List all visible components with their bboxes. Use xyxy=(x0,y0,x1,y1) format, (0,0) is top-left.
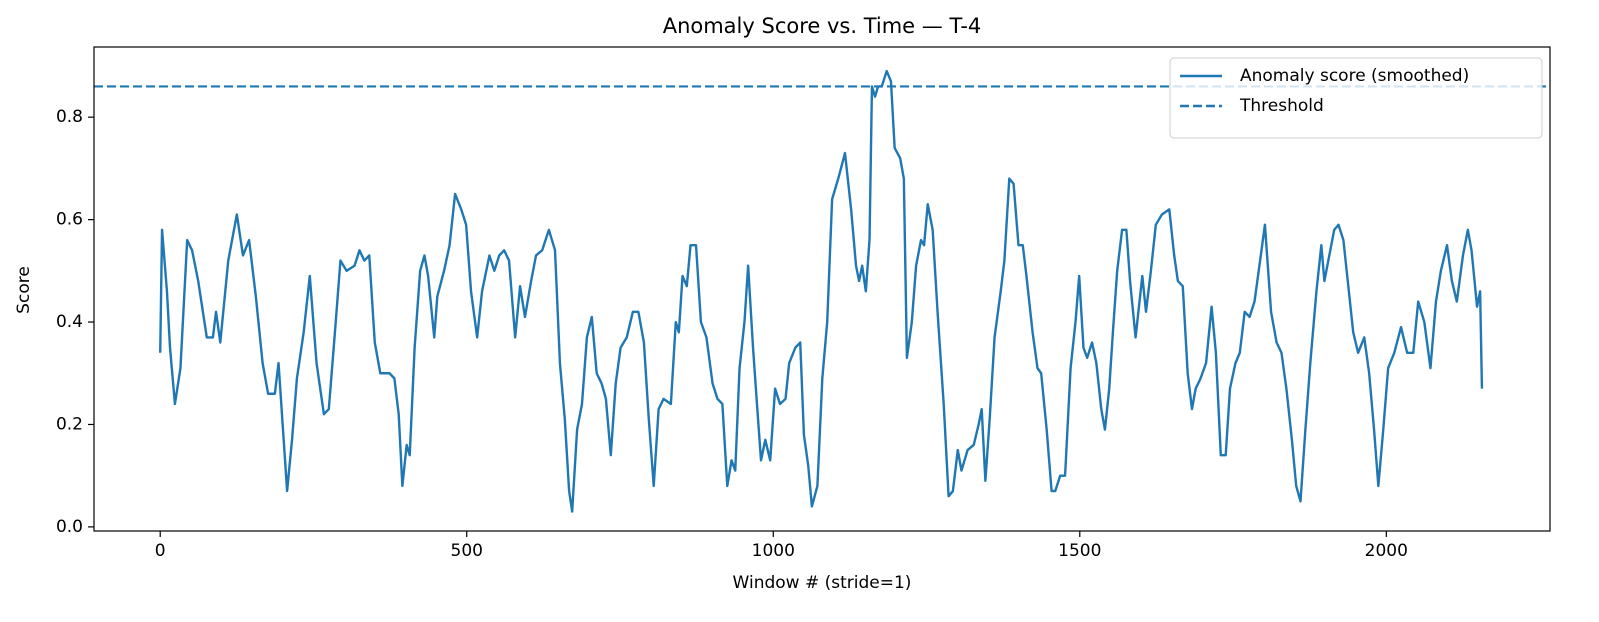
legend-label: Anomaly score (smoothed) xyxy=(1240,66,1469,86)
legend-box xyxy=(1169,57,1543,139)
y-tick-label: 0.4 xyxy=(56,312,83,332)
legend-label: Threshold xyxy=(1239,96,1324,116)
y-tick-label: 0.8 xyxy=(56,107,83,127)
chart-title: Anomaly Score vs. Time — T-4 xyxy=(663,14,982,38)
plot-frame xyxy=(93,46,1551,532)
y-tick-label: 0.0 xyxy=(56,517,83,537)
x-tick-label: 1500 xyxy=(1058,541,1101,561)
y-tick-label: 0.6 xyxy=(56,210,83,230)
score-line xyxy=(159,69,1484,513)
x-tick-label: 1000 xyxy=(752,541,795,561)
x-axis-label: Window # (stride=1) xyxy=(733,573,912,593)
y-tick-label: 0.2 xyxy=(56,414,83,434)
x-tick-label: 2000 xyxy=(1365,541,1408,561)
x-tick-label: 0 xyxy=(155,541,166,561)
x-tick-label: 500 xyxy=(451,541,483,561)
y-axis-label: Score xyxy=(14,266,34,314)
